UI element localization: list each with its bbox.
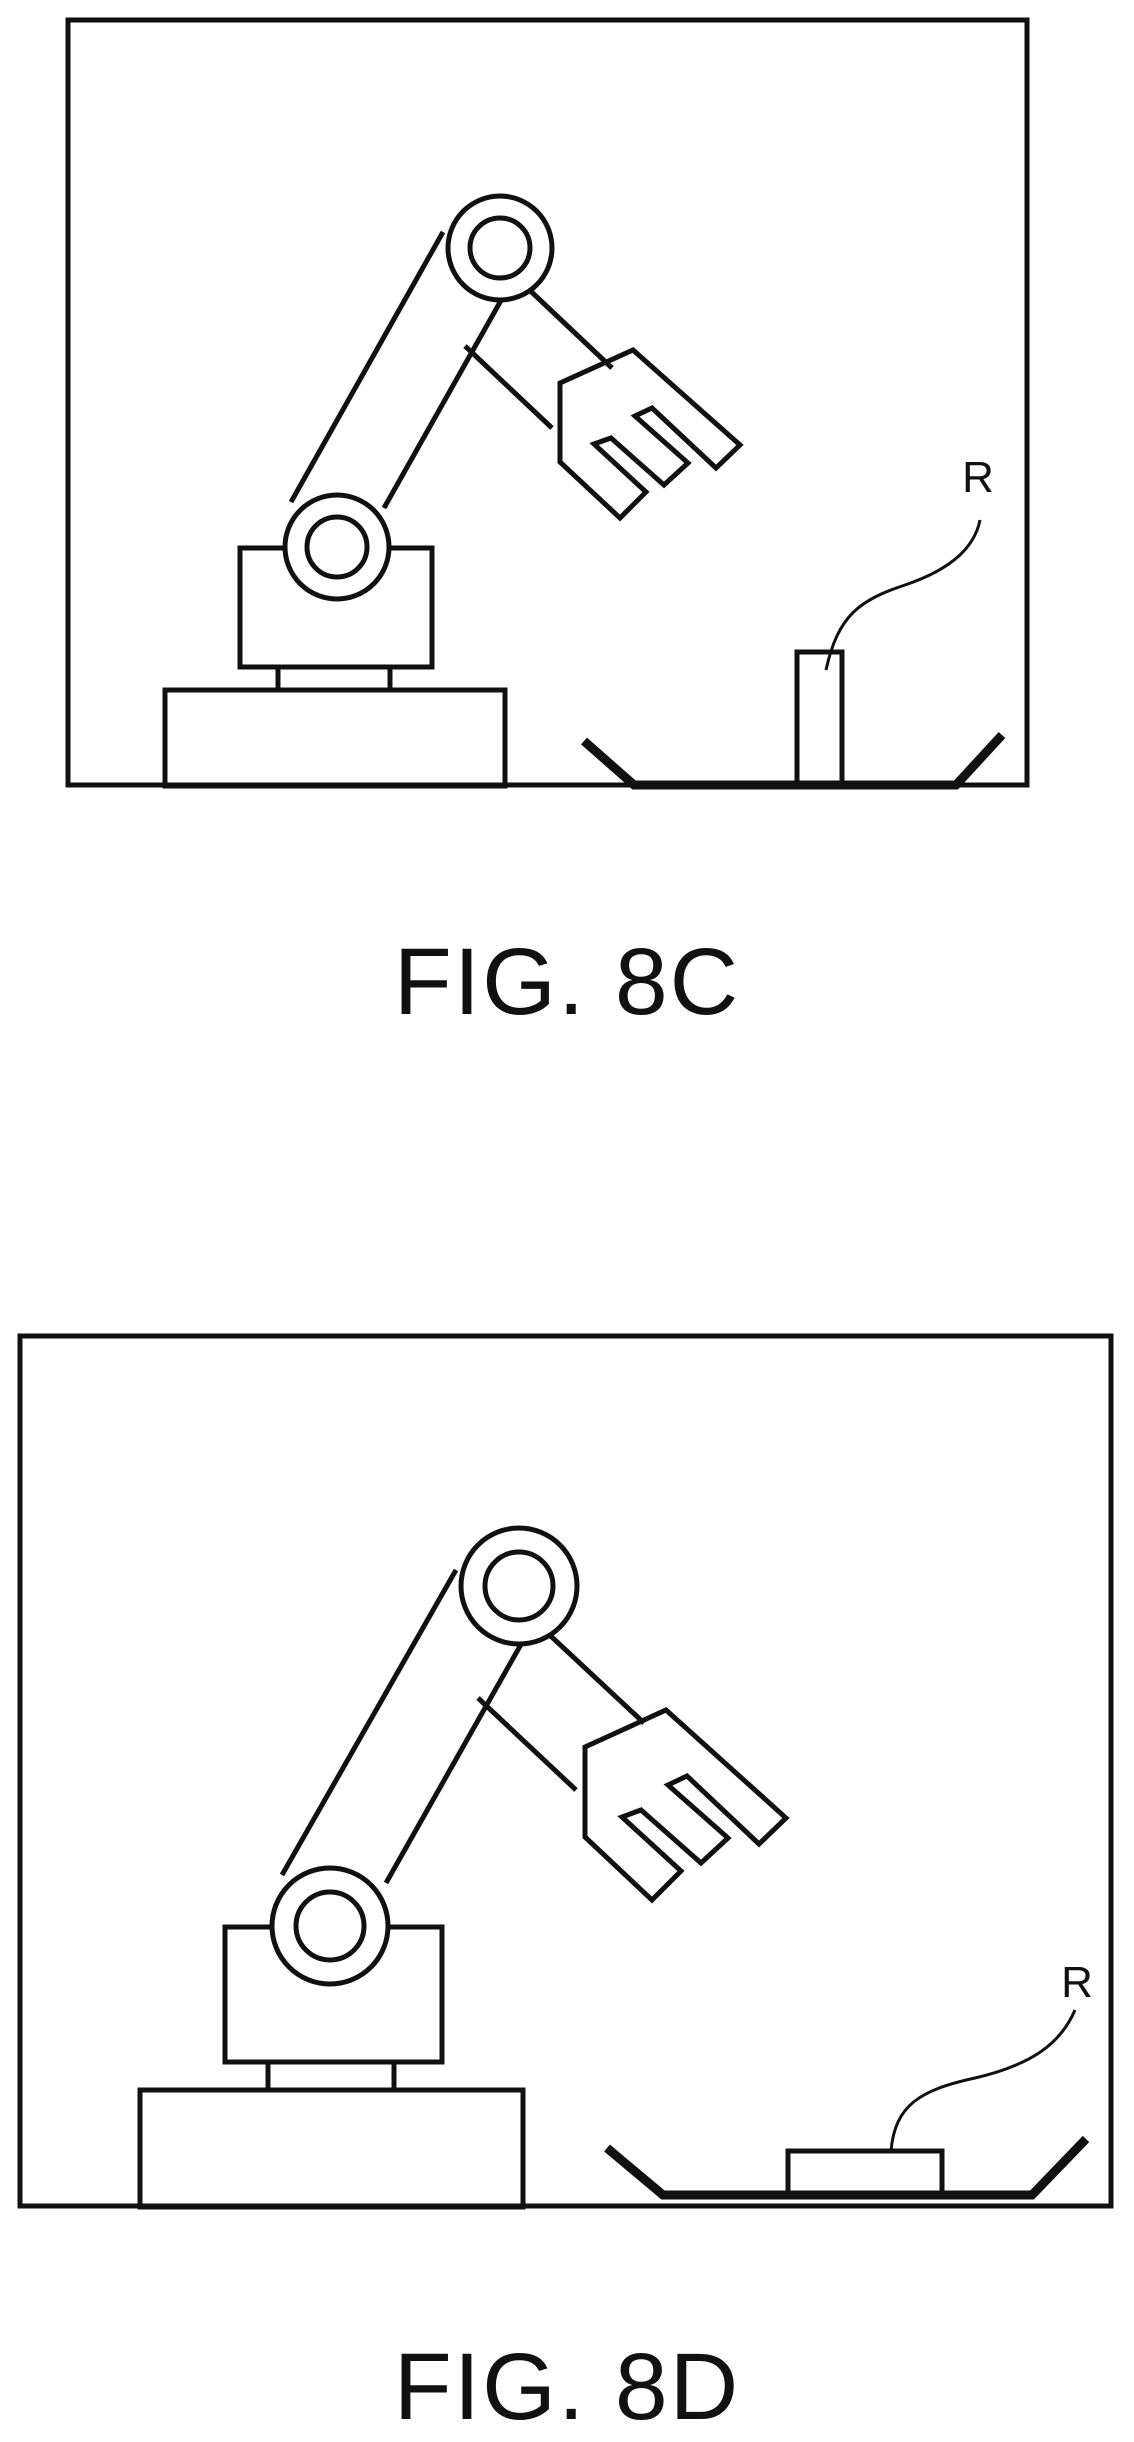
robot-elbow-joint [448, 196, 552, 300]
scene-frame [68, 20, 1027, 785]
figure-caption: FIG. 8D [0, 2333, 1134, 2442]
r-leader-line [826, 520, 980, 670]
r-leader-line [891, 2010, 1075, 2151]
robot-shoulder-joint [272, 1868, 388, 1984]
robot-upper-arm [465, 282, 612, 428]
r-label: R [962, 453, 994, 502]
figure-caption: FIG. 8C [0, 928, 1134, 1037]
robot-neck [268, 2062, 394, 2090]
tray [607, 2139, 1086, 2195]
robot-gripper [585, 1710, 786, 1900]
figure-8c-panel: R FIG. 8C [0, 0, 1134, 1210]
robot-elbow-joint [461, 1528, 577, 1644]
r-label: R [1061, 1958, 1093, 2007]
object-r [788, 2151, 942, 2194]
robot-gripper [560, 350, 740, 518]
figure-8d-drawing: R [0, 1210, 1134, 2421]
robot-shoulder-joint [285, 495, 389, 599]
robot-base-platform [165, 690, 505, 786]
robot-base-platform [140, 2090, 523, 2207]
object-r [797, 652, 842, 783]
robot-upper-arm [478, 1626, 644, 1790]
tray [584, 735, 1002, 785]
figure-8d-panel: R FIG. 8D [0, 1210, 1134, 2421]
robot-neck [278, 667, 390, 690]
scene-frame [20, 1336, 1111, 2206]
